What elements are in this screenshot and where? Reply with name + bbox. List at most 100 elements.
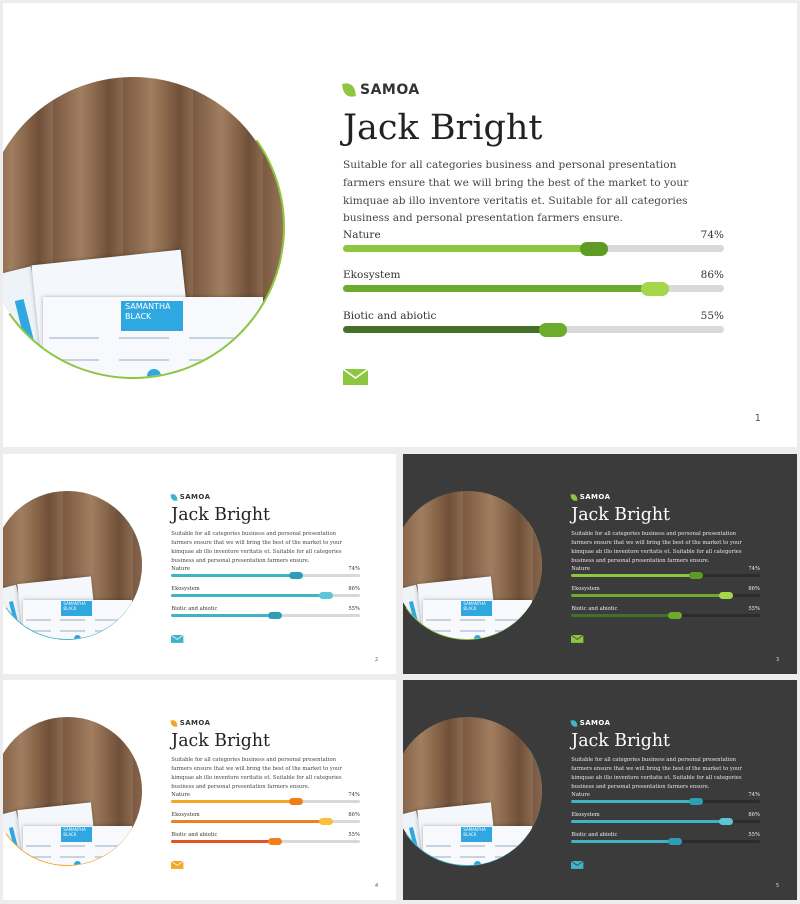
skill-fill [343, 285, 656, 292]
leaf-icon [170, 719, 178, 727]
skill-label: Biotic and abiotic [171, 831, 218, 838]
slide-3[interactable]: SAMANTHA BLACK SAMOA Jack Bright Suitable fo… [403, 454, 797, 674]
skill-fill [571, 593, 726, 598]
brand-logo: SAMOA [570, 719, 611, 728]
skill-row: Ekosystem 86% [571, 586, 760, 599]
skill-track [171, 838, 360, 846]
skill-track [571, 798, 760, 805]
person-name: Jack Bright [171, 731, 270, 752]
description-text: Suitable for all categories business and… [171, 531, 342, 564]
avatar-icon [147, 369, 161, 377]
skill-row: Nature 74% [171, 566, 360, 579]
resume-text-line [460, 630, 486, 633]
page-number: 1 [754, 413, 761, 424]
skill-label: Ekosystem [171, 585, 200, 592]
brand-name: SAMOA [579, 493, 611, 502]
desk-photo: SAMANTHA BLACK [3, 490, 142, 640]
skill-row: Biotic and abiotic 55% [171, 831, 360, 846]
slide-4[interactable]: SAMANTHA BLACK SAMOA Jack Bright Suitable fo… [3, 680, 396, 900]
mail-icon[interactable] [171, 635, 184, 644]
skill-label: Biotic and abiotic [171, 605, 218, 612]
skill-knob[interactable] [668, 838, 682, 846]
slide-1[interactable]: SAMANTHA BLACK SAMOA Jack Bright Suitable fo… [3, 3, 797, 447]
skill-label: Nature [171, 565, 190, 572]
resume-text-line [460, 845, 486, 848]
skill-knob[interactable] [668, 612, 682, 620]
skill-fill [343, 326, 553, 333]
skill-label: Ekosystem [571, 585, 600, 592]
skill-knob[interactable] [688, 798, 703, 805]
description-text: Suitable for all categories business and… [343, 159, 689, 225]
slide-2[interactable]: SAMANTHA BLACK SAMOA Jack Bright Suitable fo… [3, 454, 396, 674]
skill-knob[interactable] [688, 572, 703, 579]
resume-text-line [60, 845, 86, 848]
brand-logo: SAMOA [170, 493, 210, 501]
description-text: Suitable for all categories business and… [571, 531, 742, 564]
skill-knob[interactable] [719, 817, 733, 825]
skill-knob[interactable] [580, 241, 609, 256]
resume-text-line [95, 630, 120, 633]
skill-percent: 74% [700, 229, 724, 241]
skill-knob[interactable] [538, 322, 567, 337]
resume-header: SAMANTHA BLACK [461, 827, 493, 843]
skill-track [171, 817, 360, 825]
skill-knob[interactable] [268, 838, 282, 846]
brand-name: SAMOA [360, 82, 420, 98]
desk-photo: SAMANTHA BLACK [3, 77, 283, 377]
resume-text-line [60, 856, 86, 859]
resume-name-line1: SAMANTHA [463, 601, 486, 607]
resume-text-line [189, 337, 239, 339]
skill-fill [571, 819, 726, 824]
mail-icon[interactable] [571, 861, 584, 870]
skill-track [571, 591, 760, 599]
resume-text-line [119, 359, 169, 361]
skill-knob[interactable] [319, 591, 333, 599]
skill-track [343, 281, 724, 296]
resume-document: SAMANTHA BLACK [422, 825, 532, 866]
skill-knob[interactable] [288, 572, 303, 579]
skill-knob[interactable] [719, 591, 733, 599]
resume-text-line [25, 619, 51, 622]
brand-logo: SAMOA [170, 719, 210, 727]
skill-percent: 86% [748, 811, 760, 818]
resume-text-line [460, 619, 486, 622]
slide-5[interactable]: SAMANTHA BLACK SAMOA Jack Bright Suitable fo… [403, 680, 797, 900]
resume-name-line2: BLACK [63, 832, 77, 838]
brand-name: SAMOA [579, 719, 611, 728]
resume-text-line [25, 856, 51, 859]
desk-photo: SAMANTHA BLACK [403, 490, 542, 640]
skill-knob[interactable] [319, 817, 333, 825]
skill-knob[interactable] [641, 281, 670, 296]
avatar-icon [74, 861, 82, 866]
skill-knob[interactable] [288, 798, 303, 805]
skill-row: Ekosystem 86% [171, 586, 360, 599]
mail-icon[interactable] [343, 369, 368, 385]
resume-text-line [425, 619, 451, 622]
resume-text-line [25, 845, 51, 848]
avatar-icon [474, 861, 482, 866]
skill-label: Biotic and abiotic [571, 831, 618, 838]
skill-knob[interactable] [268, 612, 282, 620]
skill-fill [571, 799, 696, 804]
page-number: 2 [375, 656, 379, 663]
resume-document: SAMANTHA BLACK [22, 825, 132, 866]
mail-icon[interactable] [571, 635, 584, 644]
resume-text-line [189, 359, 239, 361]
resume-name-line1: SAMANTHA [63, 827, 86, 833]
skill-percent: 55% [748, 831, 760, 838]
brand-logo: SAMOA [342, 82, 420, 98]
brand-logo: SAMOA [570, 493, 611, 502]
resume-header: SAMANTHA BLACK [121, 301, 183, 331]
resume-name-line1: SAMANTHA [63, 601, 86, 607]
mail-icon[interactable] [171, 861, 184, 870]
skill-row: Ekosystem 86% [571, 812, 760, 825]
resume-document: SAMANTHA BLACK [43, 297, 263, 377]
skill-percent: 55% [348, 831, 360, 838]
skill-percent: 74% [748, 565, 760, 572]
skill-fill [571, 839, 676, 844]
desk-photo: SAMANTHA BLACK [403, 716, 542, 866]
resume-text-line [49, 337, 99, 339]
skill-row: Nature 74% [571, 792, 760, 805]
skill-label: Biotic and abiotic [571, 605, 618, 612]
skill-percent: 74% [748, 791, 760, 798]
